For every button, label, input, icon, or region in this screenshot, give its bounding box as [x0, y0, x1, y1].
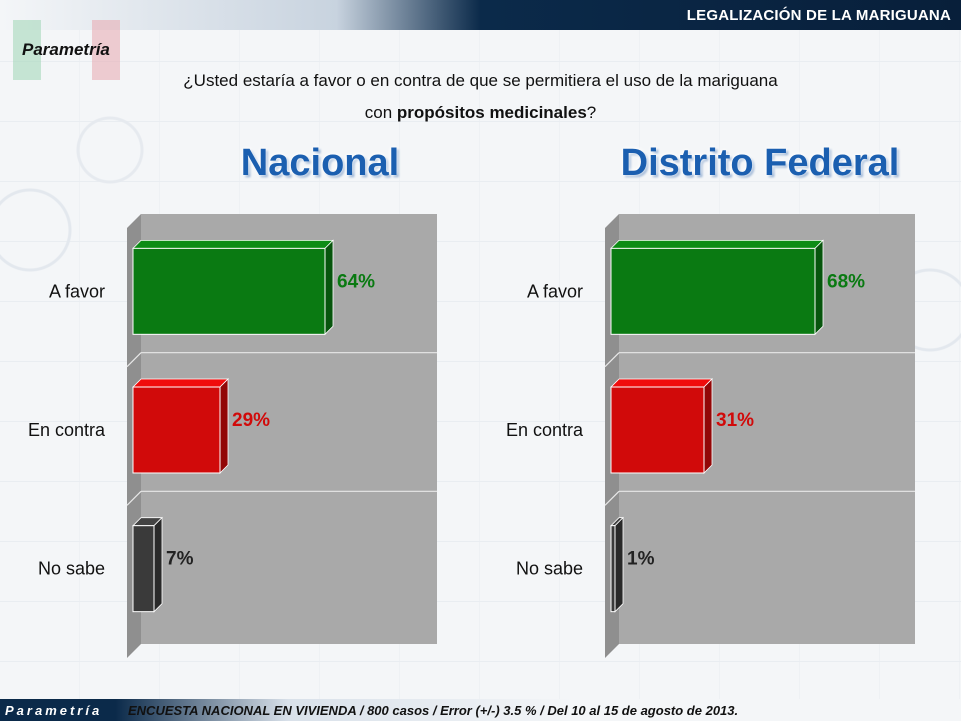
bar-3 — [132, 525, 155, 613]
category-label-3: No sabe — [516, 559, 583, 579]
category-label-1: A favor — [527, 281, 583, 301]
question-line-2-bold: propósitos medicinales — [396, 103, 587, 122]
brand-logo: Parametría — [22, 40, 110, 59]
question-line-2-post: ? — [586, 103, 597, 122]
bar-top-1 — [610, 239, 824, 249]
bar-2 — [610, 386, 705, 474]
bar-3 — [610, 525, 616, 613]
bar-value-label-3: 7% — [166, 549, 194, 570]
brand-red-square — [92, 20, 120, 80]
question-line-2: con propósitos medicinales? — [0, 103, 961, 123]
bar-value-label-1: 68% — [827, 271, 865, 292]
gridline-depth — [604, 490, 620, 506]
bar-side-3 — [153, 516, 163, 613]
bar-value-label-2: 29% — [232, 410, 270, 431]
footer-bar: Parametría ENCUESTA NACIONAL EN VIVIENDA… — [0, 699, 961, 721]
chart-panel-1: 64% A favor 29% En contra 7% No sabe — [28, 214, 437, 658]
bar-2 — [132, 386, 221, 474]
bar-1 — [610, 247, 816, 335]
bar-1 — [132, 247, 326, 335]
gridline-depth — [126, 490, 142, 506]
chart-title-nacional: Nacional — [240, 142, 400, 184]
chart-title-df: Distrito Federal — [620, 142, 900, 184]
bar-value-label-3: 1% — [627, 549, 655, 570]
bar-value-label-1: 64% — [337, 271, 375, 292]
bar-top-1 — [132, 239, 334, 249]
brand-green-square — [13, 20, 41, 80]
bar-top-2 — [610, 378, 713, 388]
bar-value-label-2: 31% — [716, 410, 754, 431]
bar-side-2 — [219, 378, 229, 474]
question-line-2-pre: con — [364, 103, 397, 122]
footer-logo: Parametría — [5, 703, 103, 718]
category-label-2: En contra — [28, 420, 106, 440]
question-line-1: ¿Usted estaría a favor o en contra de qu… — [183, 71, 778, 90]
header-bar: LEGALIZACIÓN DE LA MARIGUANA — [0, 0, 961, 30]
bar-side-1 — [814, 239, 824, 336]
bar-top-2 — [132, 378, 229, 388]
bar-side-1 — [324, 239, 334, 336]
page-title: LEGALIZACIÓN DE LA MARIGUANA — [686, 7, 951, 24]
category-label-3: No sabe — [38, 559, 105, 579]
category-label-1: A favor — [49, 281, 105, 301]
gridline-depth — [126, 352, 142, 368]
bar-side-2 — [703, 378, 713, 474]
chart-panel-2: 68% A favor 31% En contra 1% No sabe — [506, 214, 915, 658]
bar-side-3 — [614, 516, 624, 613]
gridline-depth — [604, 352, 620, 368]
category-label-2: En contra — [506, 420, 584, 440]
footer-text: ENCUESTA NACIONAL EN VIVIENDA / 800 caso… — [128, 703, 739, 718]
